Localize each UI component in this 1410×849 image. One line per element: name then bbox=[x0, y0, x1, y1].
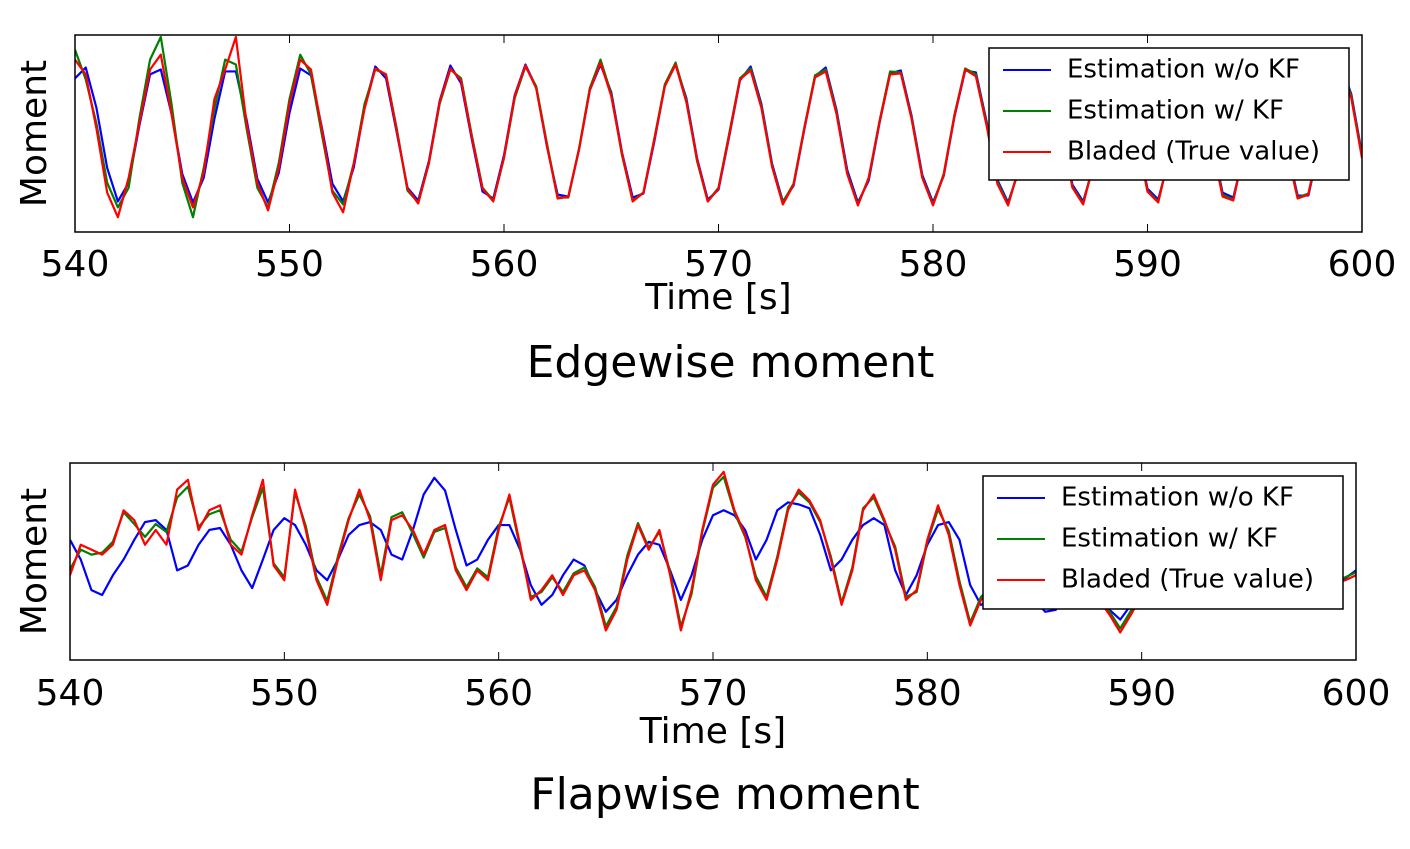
series-line bbox=[75, 35, 1362, 219]
x-tick-label: 550 bbox=[255, 244, 324, 285]
x-tick-label: 570 bbox=[679, 673, 748, 714]
x-tick-label: 590 bbox=[1113, 244, 1182, 285]
chart: 540 550 560 570 580 590 600 Time [s] Moment Edgew… bbox=[14, 34, 1397, 388]
chart-title: Flapwise moment bbox=[530, 769, 919, 820]
legend-label: Estimation w/o KF bbox=[1061, 483, 1294, 513]
x-axis-label: Time [s] bbox=[644, 277, 791, 318]
x-tick-label: 540 bbox=[41, 244, 110, 285]
legend-label: Estimation w/o KF bbox=[1067, 55, 1300, 85]
x-tick-label: 590 bbox=[1107, 673, 1176, 714]
chart: 540 550 560 570 580 590 600 Time [s] Moment Flapw… bbox=[14, 462, 1391, 820]
series-lines bbox=[75, 35, 1362, 219]
x-tick-label: 580 bbox=[899, 244, 968, 285]
x-tick-label: 570 bbox=[684, 244, 753, 285]
legend: Estimation w/o KF Estimation w/ KF Bladed … bbox=[988, 47, 1350, 181]
x-tick-label: 540 bbox=[36, 673, 105, 714]
x-axis-label: Time [s] bbox=[639, 711, 786, 752]
legend-label: Estimation w/ KF bbox=[1067, 96, 1284, 126]
x-tick-label: 600 bbox=[1328, 244, 1397, 285]
x-tick-label: 560 bbox=[464, 673, 533, 714]
legend: Estimation w/o KF Estimation w/ KF Bladed … bbox=[982, 475, 1344, 610]
y-axis-label: Moment bbox=[14, 60, 55, 207]
legend-label: Bladed (True value) bbox=[1061, 565, 1314, 595]
y-axis-label: Moment bbox=[14, 488, 55, 635]
x-tick-label: 580 bbox=[893, 673, 962, 714]
x-tick-label: 550 bbox=[250, 673, 319, 714]
x-tick-label: 560 bbox=[470, 244, 539, 285]
legend-label: Estimation w/ KF bbox=[1061, 524, 1278, 554]
x-tick-label: 600 bbox=[1322, 673, 1391, 714]
chart-title: Edgewise moment bbox=[527, 337, 935, 388]
legend-label: Bladed (True value) bbox=[1067, 137, 1320, 167]
